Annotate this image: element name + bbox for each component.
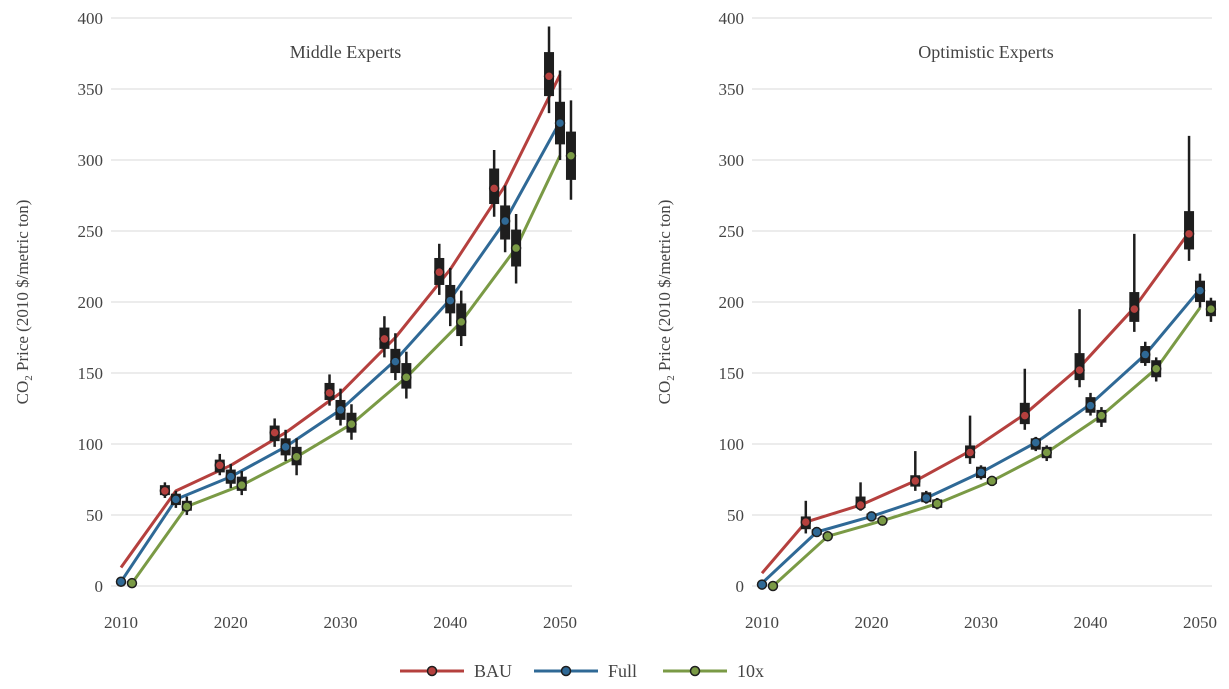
data-point-10x bbox=[1096, 410, 1107, 421]
data-point-BAU bbox=[964, 447, 976, 458]
y-tick-label: 350 bbox=[78, 80, 104, 99]
data-point-Full bbox=[554, 117, 566, 129]
data-point-BAU bbox=[379, 333, 390, 345]
data-point-Full bbox=[1140, 349, 1151, 360]
data-point-BAU bbox=[543, 70, 555, 82]
legend-label: BAU bbox=[474, 661, 512, 681]
data-point-Full bbox=[445, 295, 456, 306]
data-point-10x bbox=[401, 372, 412, 383]
series-line-10x bbox=[130, 155, 562, 585]
data-point-Full bbox=[1030, 437, 1041, 448]
data-point-BAU bbox=[434, 266, 445, 278]
y-tick-label: 300 bbox=[719, 151, 745, 170]
data-point-Full bbox=[811, 526, 822, 538]
y-tick-label: 300 bbox=[78, 151, 104, 170]
data-point-BAU bbox=[214, 460, 226, 471]
data-point-10x bbox=[455, 316, 467, 328]
x-tick-label: 2010 bbox=[104, 613, 138, 632]
data-point-10x bbox=[126, 577, 138, 589]
data-point-Full bbox=[499, 215, 511, 227]
y-tick-label: 50 bbox=[86, 506, 103, 525]
data-point-10x bbox=[767, 580, 779, 592]
y-tick-label: 200 bbox=[78, 293, 104, 312]
y-axis-label: CO2 Price (2010 $/metric ton) bbox=[655, 200, 677, 405]
x-tick-label: 2040 bbox=[433, 613, 467, 632]
legend-label: 10x bbox=[737, 661, 764, 681]
legend-label: Full bbox=[608, 661, 637, 681]
data-point-BAU bbox=[488, 183, 500, 194]
y-tick-label: 250 bbox=[719, 222, 745, 241]
y-tick-label: 0 bbox=[736, 577, 745, 596]
data-point-BAU bbox=[324, 387, 335, 399]
data-point-Full bbox=[280, 441, 291, 453]
y-tick-label: 200 bbox=[719, 293, 745, 312]
data-point-BAU bbox=[910, 475, 921, 487]
data-point-10x bbox=[1041, 447, 1052, 458]
y-tick-label: 50 bbox=[727, 506, 744, 525]
y-tick-label: 400 bbox=[719, 9, 745, 28]
data-point-10x bbox=[877, 515, 888, 526]
data-point-Full bbox=[170, 494, 182, 505]
x-tick-label: 2030 bbox=[964, 613, 998, 632]
data-point-10x bbox=[1205, 303, 1217, 315]
y-axis-label: CO2 Price (2010 $/metric ton) bbox=[13, 200, 35, 405]
y-tick-label: 350 bbox=[719, 80, 745, 99]
y-tick-label: 150 bbox=[719, 364, 745, 383]
data-point-BAU bbox=[1129, 303, 1140, 315]
series-line-BAU bbox=[760, 231, 1191, 575]
data-point-10x bbox=[1150, 363, 1162, 374]
x-tick-label: 2010 bbox=[745, 613, 779, 632]
y-tick-label: 0 bbox=[95, 577, 104, 596]
y-tick-label: 400 bbox=[78, 9, 104, 28]
data-point-Full bbox=[1194, 285, 1206, 296]
data-point-BAU bbox=[269, 427, 280, 438]
data-point-10x bbox=[346, 418, 357, 430]
panel-2: 0 50 100 150 200 250 300 350 400 2010 2020 2030 2040… bbox=[655, 9, 1217, 632]
panel-title: Optimistic Experts bbox=[918, 42, 1053, 62]
x-tick-label: 2050 bbox=[543, 613, 577, 632]
data-point-Full bbox=[866, 511, 877, 522]
data-point-10x bbox=[181, 501, 193, 512]
data-point-10x bbox=[822, 531, 833, 542]
data-point-10x bbox=[986, 475, 998, 487]
panel-1: 0 50 100 150 200 250 300 350 400 2010 2020 2030 2040… bbox=[13, 9, 577, 632]
legend: BAU Full 10x bbox=[400, 661, 764, 681]
panel-title: Middle Experts bbox=[290, 42, 401, 62]
data-point-Full bbox=[756, 579, 768, 590]
x-tick-label: 2030 bbox=[324, 613, 358, 632]
data-point-10x bbox=[236, 479, 247, 491]
data-point-10x bbox=[291, 451, 302, 463]
data-point-10x bbox=[565, 150, 577, 161]
data-point-Full bbox=[975, 467, 987, 478]
x-tick-label: 2040 bbox=[1074, 613, 1108, 632]
data-point-BAU bbox=[1074, 364, 1085, 376]
data-point-BAU bbox=[855, 499, 866, 511]
y-tick-label: 100 bbox=[719, 435, 745, 454]
data-point-BAU bbox=[1019, 410, 1031, 421]
data-point-Full bbox=[115, 576, 127, 587]
x-tick-label: 2020 bbox=[214, 613, 248, 632]
data-point-Full bbox=[225, 471, 236, 482]
data-point-Full bbox=[1085, 400, 1096, 411]
legend-swatch-marker bbox=[426, 665, 438, 677]
y-tick-label: 150 bbox=[78, 364, 104, 383]
y-tick-label: 100 bbox=[78, 435, 104, 454]
legend-swatch-marker bbox=[560, 665, 572, 677]
data-point-BAU bbox=[1183, 228, 1195, 240]
data-point-10x bbox=[510, 242, 522, 254]
data-point-BAU bbox=[159, 485, 171, 497]
data-point-Full bbox=[390, 356, 401, 367]
legend-swatch-marker bbox=[689, 665, 701, 677]
data-point-Full bbox=[335, 404, 346, 416]
data-point-BAU bbox=[800, 516, 812, 528]
y-tick-label: 250 bbox=[78, 222, 104, 241]
x-tick-label: 2020 bbox=[855, 613, 889, 632]
x-tick-label: 2050 bbox=[1183, 613, 1217, 632]
data-point-10x bbox=[931, 498, 943, 509]
data-point-Full bbox=[921, 492, 932, 504]
series-line-10x bbox=[771, 306, 1202, 588]
